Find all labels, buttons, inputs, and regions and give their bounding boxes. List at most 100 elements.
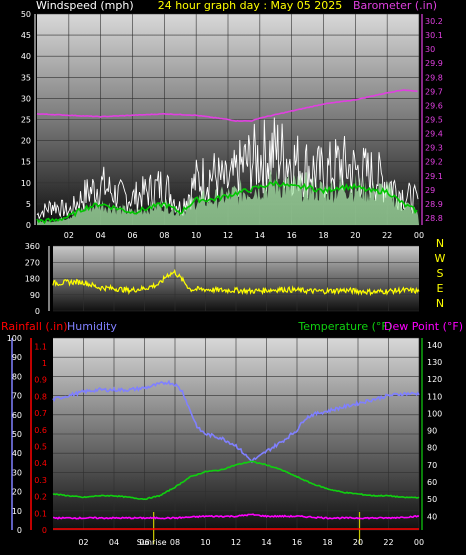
compass-label: E xyxy=(437,282,444,295)
windspeed-tick: 35 xyxy=(21,73,31,82)
barometer-tick: 28.9 xyxy=(425,200,443,209)
wind-series xyxy=(36,180,418,225)
temperature-tick: 110 xyxy=(427,392,442,401)
windspeed-tick: 20 xyxy=(21,137,31,146)
windspeed-tick: 10 xyxy=(21,179,31,188)
barometer-tick: 30.1 xyxy=(425,31,443,40)
rain-tick: 0 xyxy=(42,526,47,535)
compass-label: N xyxy=(436,237,444,250)
x-tick: 16 xyxy=(287,231,297,240)
temperature-tick: 60 xyxy=(427,478,437,487)
x-tick: 18 xyxy=(322,538,332,547)
temperature-tick: 100 xyxy=(427,409,442,418)
humidity-tick: 60 xyxy=(12,411,22,420)
humidity-tick: 80 xyxy=(12,372,22,381)
x-tick: 04 xyxy=(96,231,106,240)
temperature-tick: 90 xyxy=(427,427,437,436)
windspeed-tick: 45 xyxy=(21,31,31,40)
windspeed-tick: 30 xyxy=(21,94,31,103)
rain-tick: 0.7 xyxy=(34,409,47,418)
barometer-tick: 30 xyxy=(425,45,435,54)
humidity-series xyxy=(52,379,420,464)
barometer-tick: 29.9 xyxy=(425,59,443,68)
humidity-tick: 10 xyxy=(12,507,22,516)
x-tick: 22 xyxy=(383,538,393,547)
humidity-tick: 20 xyxy=(12,488,22,497)
dewpoint-series xyxy=(52,513,420,520)
wind-x-tick-labels: 02 04 06 08 10 12 14 16 18 20 22 00 xyxy=(64,231,424,240)
windspeed-tick: 40 xyxy=(21,52,31,61)
chart-title: 24 hour graph day : May 05 2025 xyxy=(158,0,343,12)
x-tick: 12 xyxy=(231,538,241,547)
rain-tick: 0.4 xyxy=(34,459,47,468)
direction-grid xyxy=(53,245,419,312)
temperature-tick: 140 xyxy=(427,341,442,350)
direction-tick-labels: 0 90 180 270 360 xyxy=(25,242,50,316)
temperature-tick: 50 xyxy=(427,495,437,504)
direction-tick: 180 xyxy=(25,275,40,284)
windspeed-tick: 15 xyxy=(21,158,31,167)
x-tick: 16 xyxy=(292,538,302,547)
x-tick: 14 xyxy=(261,538,271,547)
barometer-tick-labels: 28.8 28.9 29 29.1 29.2 29.3 29.4 29.5 29.6 29.7 29… xyxy=(421,14,443,225)
barometer-tick: 28.8 xyxy=(425,214,443,223)
x-tick: 18 xyxy=(318,231,328,240)
humidity-tick: 90 xyxy=(12,353,22,362)
rain-tick: 0.3 xyxy=(34,476,47,485)
rain-tick: 0.6 xyxy=(34,426,47,435)
barometer-tick: 29.3 xyxy=(425,144,443,153)
temperature-tick: 40 xyxy=(427,512,437,521)
compass-label: S xyxy=(437,267,444,280)
humidity-tick: 50 xyxy=(12,430,22,439)
humidity-tick: 40 xyxy=(12,449,22,458)
x-tick: 10 xyxy=(191,231,201,240)
direction-series xyxy=(52,268,420,297)
barometer-tick: 29.2 xyxy=(425,158,443,167)
x-tick: 20 xyxy=(350,231,360,240)
windspeed-axis-label: Windspeed (mph) xyxy=(36,0,134,12)
gust-series xyxy=(36,117,419,220)
x-tick: 02 xyxy=(64,231,74,240)
x-tick: 00 xyxy=(414,231,424,240)
climate-x-tick-labels: 02 04 06 08 10 12 14 16 18 20 22 00 Sunrise xyxy=(78,538,424,547)
humidity-axis-label: Humidity xyxy=(67,320,117,333)
direction-tick: 0 xyxy=(35,307,40,316)
x-tick: 02 xyxy=(78,538,88,547)
x-tick: 06 xyxy=(127,231,137,240)
temperature-tick: 80 xyxy=(427,444,437,453)
x-tick: 20 xyxy=(353,538,363,547)
rain-tick: 0.2 xyxy=(34,493,47,502)
x-tick: 04 xyxy=(109,538,119,547)
compass-label: N xyxy=(436,297,444,310)
rain-tick: 1.1 xyxy=(34,342,47,351)
climate-series xyxy=(52,379,420,544)
barometer-tick: 29.4 xyxy=(425,130,443,139)
temperature-tick: 130 xyxy=(427,358,442,367)
humidity-tick: 0 xyxy=(17,526,22,535)
x-tick: 08 xyxy=(159,231,169,240)
x-tick: 10 xyxy=(200,538,210,547)
humidity-tick: 70 xyxy=(12,392,22,401)
barometer-series xyxy=(36,89,418,123)
climate-grid xyxy=(53,337,420,531)
x-tick: 14 xyxy=(255,231,265,240)
temperature-tick: 70 xyxy=(427,461,437,470)
x-tick: 22 xyxy=(382,231,392,240)
direction-tick: 360 xyxy=(25,242,40,251)
dewpoint-axis-label: Dew Point (°F) xyxy=(384,320,463,333)
rain-tick: 0.8 xyxy=(34,392,47,401)
sunrise-label: Sunrise xyxy=(137,538,167,547)
rainfall-axis-label: Rainfall (.in) xyxy=(1,320,68,333)
windspeed-tick: 0 xyxy=(26,221,31,230)
climate-axes: 0 10 20 30 40 50 60 70 80 90 100 0 0.1 0.2 0.3 0.4 0.5 0.… xyxy=(7,334,443,535)
humidity-tick: 30 xyxy=(12,468,22,477)
barometer-tick: 29.8 xyxy=(425,73,443,82)
barometer-tick: 29.7 xyxy=(425,87,443,96)
rain-tick: 0.9 xyxy=(34,376,47,385)
compass-label: W xyxy=(435,252,446,265)
rain-tick: 0.1 xyxy=(34,509,47,518)
rain-tick: 1 xyxy=(42,359,47,368)
barometer-tick: 29.1 xyxy=(425,172,443,181)
